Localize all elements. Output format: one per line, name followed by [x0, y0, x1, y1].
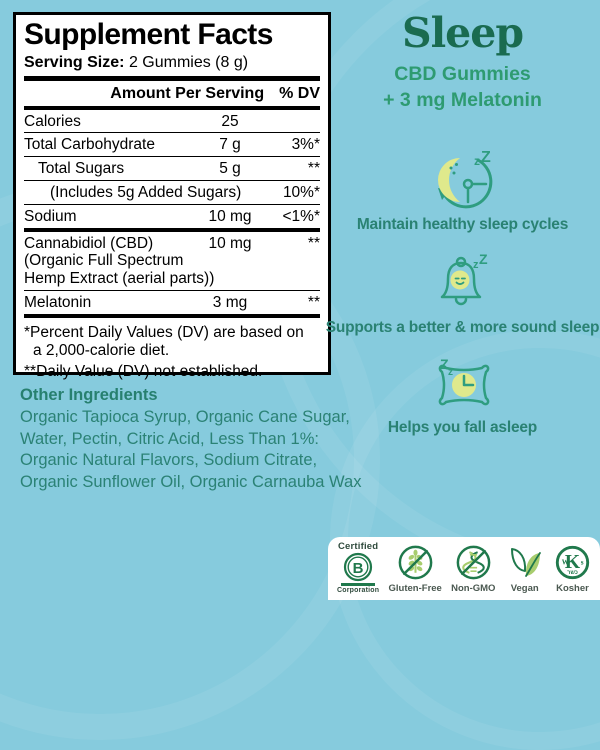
- b-corp-underline: [341, 583, 376, 586]
- row-dv: 10%*: [282, 183, 320, 201]
- other-ingredients-title: Other Ingredients: [20, 386, 158, 404]
- b-corp-corporation-label: Corporation: [337, 587, 380, 594]
- column-amount-per-serving: Amount Per Serving: [110, 84, 265, 102]
- badge-vegan: Vegan: [505, 545, 545, 594]
- serving-size: Serving Size: 2 Gummies (8 g): [24, 54, 320, 72]
- footnote-daily-values: *Percent Daily Values (DV) are based on …: [24, 323, 304, 360]
- row-name: Total Carbohydrate: [24, 136, 155, 154]
- product-subtitle-line1: CBD Gummies: [394, 63, 531, 85]
- product-name: Sleep: [401, 9, 524, 57]
- row-amount: 3 mg: [212, 294, 248, 311]
- benefit-fall-asleep: Z z Helps you fall asleep: [325, 356, 600, 437]
- footnotes: *Percent Daily Values (DV) are based on …: [24, 318, 320, 382]
- product-header: Sleep CBD Gummies + 3 mg Melatonin: [325, 13, 600, 114]
- vegan-icon: [510, 548, 541, 577]
- z-glyph: z: [448, 367, 453, 378]
- row-dv: 3%*: [291, 136, 320, 154]
- row-name-continued: Hemp Extract (aerial parts)): [24, 270, 215, 288]
- badge-label: Vegan: [510, 583, 539, 594]
- moon-clock-icon: z Z: [437, 149, 492, 209]
- b-corp-certified-label: Certified: [337, 541, 379, 552]
- footnote-dv-not-established: **Daily Value (DV) not established.: [24, 363, 263, 380]
- other-ingredients: Other Ingredients Organic Tapioca Syrup,…: [20, 385, 362, 494]
- nutrition-row-added-sugars: (Includes 5g Added Sugars) 10%*: [24, 181, 320, 205]
- z-glyph: Z: [479, 252, 488, 267]
- badge-label: Gluten-Free: [388, 583, 442, 594]
- kosher-k: K: [565, 552, 581, 573]
- z-glyph: Z: [440, 356, 449, 372]
- badge-gluten-free: Gluten-Free: [389, 544, 442, 594]
- benefit-label: Helps you fall asleep: [387, 419, 538, 436]
- benefit-label: Maintain healthy sleep cycles: [356, 216, 569, 233]
- row-amount: 10 mg: [208, 234, 252, 252]
- row-amount: 10 mg: [208, 207, 252, 225]
- row-name: Calories: [24, 112, 81, 130]
- kosher-w: W: [562, 559, 570, 567]
- badge-kosher: W K s כשר Kosher: [554, 544, 591, 594]
- sleeping-bell-icon: z Z: [440, 252, 488, 306]
- b-corp-letter: B: [353, 560, 364, 577]
- row-name: Melatonin: [24, 294, 92, 311]
- benefit-sleep-cycles: z Z Maintain healthy sleep cycles: [325, 147, 600, 234]
- supplement-facts-title: Supplement Facts: [24, 18, 273, 51]
- table-header: Amount Per Serving % DV: [24, 81, 320, 106]
- z-glyph: z: [473, 259, 479, 271]
- z-glyph: z: [474, 154, 480, 168]
- benefit-sound-sleep: z Z Supports a better & more sound sleep: [325, 252, 600, 337]
- badge-label: Kosher: [556, 583, 589, 594]
- pillow-clock-icon: Z z: [438, 356, 489, 406]
- z-glyph: Z: [481, 149, 491, 166]
- row-amount: 25: [221, 112, 239, 130]
- non-gmo-icon: [456, 545, 491, 580]
- row-amount: 7 g: [219, 136, 241, 154]
- certification-badge-panel: Certified B Corporation Gluten-Free: [328, 537, 600, 600]
- serving-size-value: 2 Gummies (8 g): [128, 53, 249, 71]
- row-dv: **: [307, 234, 320, 252]
- row-dv: <1%*: [282, 207, 321, 225]
- row-name: Total Sugars: [38, 160, 125, 178]
- row-name-continued: (Organic Full Spectrum: [24, 252, 184, 270]
- nutrition-row-calories: Calories 25: [24, 110, 320, 134]
- gluten-free-icon: [398, 545, 433, 580]
- benefit-label: Supports a better & more sound sleep: [325, 319, 600, 336]
- other-ingredients-text: Organic Tapioca Syrup, Organic Cane Suga…: [20, 407, 362, 492]
- badge-label: Non-GMO: [451, 583, 496, 594]
- kosher-s: s: [581, 559, 584, 567]
- row-name: Sodium: [24, 207, 77, 225]
- product-subtitle: CBD Gummies + 3 mg Melatonin: [325, 61, 600, 114]
- row-dv: **: [307, 160, 320, 178]
- supplement-facts-panel: Supplement Facts Serving Size: 2 Gummies…: [13, 12, 331, 380]
- row-name: (Includes 5g Added Sugars): [50, 183, 242, 201]
- b-corp-icon: B: [344, 552, 373, 582]
- kosher-hebrew: כשר: [567, 570, 578, 576]
- kosher-icon: W K s כשר: [555, 545, 590, 580]
- row-dv: **: [307, 294, 320, 311]
- column-percent-dv: % DV: [279, 84, 320, 102]
- product-subtitle-line2: + 3 mg Melatonin: [383, 89, 542, 112]
- nutrition-row-sodium: Sodium 10 mg <1%*: [24, 205, 320, 232]
- divider-medium: [24, 105, 320, 110]
- badge-non-gmo: Non-GMO: [451, 544, 495, 594]
- serving-size-label: Serving Size:: [24, 53, 125, 71]
- row-amount: 5 g: [219, 160, 241, 178]
- nutrition-row-melatonin: Melatonin 3 mg **: [24, 291, 320, 318]
- divider-thick: [24, 75, 320, 81]
- badge-b-corp: Certified B Corporation: [337, 541, 379, 594]
- nutrition-row-total-sugars: Total Sugars 5 g **: [24, 157, 320, 181]
- row-name: Cannabidiol (CBD): [24, 234, 154, 252]
- nutrition-row-cbd: Cannabidiol (CBD) 10 mg ** (Organic Full…: [24, 232, 320, 291]
- nutrition-row-carbohydrate: Total Carbohydrate 7 g 3%*: [24, 133, 320, 158]
